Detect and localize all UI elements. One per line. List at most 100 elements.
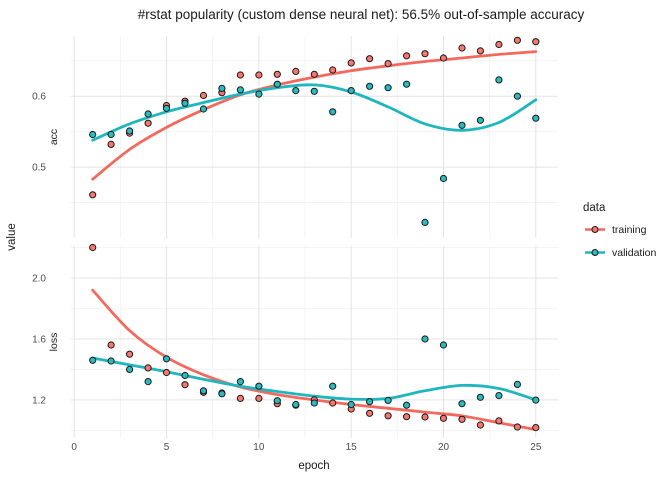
legend-label-training: training: [612, 224, 647, 236]
data-point: [513, 380, 522, 388]
data-point: [255, 71, 263, 79]
data-point: [199, 105, 208, 113]
data-point: [476, 421, 484, 429]
data-point: [162, 368, 171, 377]
data-point: [89, 243, 97, 252]
data-point: [347, 59, 355, 67]
data-point: [421, 335, 429, 343]
x-tick-label: 25: [530, 442, 542, 453]
data-point: [144, 110, 152, 118]
data-point: [439, 174, 448, 183]
data-point: [495, 76, 503, 84]
data-point: [513, 36, 522, 44]
data-point: [403, 413, 411, 421]
data-point: [403, 80, 411, 88]
data-point: [366, 55, 374, 63]
data-point: [532, 38, 540, 46]
data-point: [347, 87, 355, 95]
legend-entry-validation: validation: [585, 247, 657, 259]
x-tick-label: 10: [253, 442, 265, 453]
data-point: [126, 350, 134, 358]
legend-entry-training: training: [585, 224, 647, 236]
facet-strip-acc: acc: [48, 129, 60, 145]
data-point: [218, 390, 226, 398]
data-point: [107, 130, 115, 139]
data-point: [107, 357, 115, 365]
data-point: [144, 119, 152, 127]
data-point: [162, 104, 171, 112]
chart-title: #rstat popularity (custom dense neural n…: [138, 7, 585, 22]
x-tick-label: 20: [438, 442, 450, 453]
x-tick-label: 15: [346, 442, 358, 453]
y-tick-label: 0.5: [32, 163, 46, 174]
data-point: [236, 86, 244, 94]
y-tick-label: 0.6: [32, 92, 46, 103]
data-point: [458, 400, 466, 408]
gridlines-major: [70, 36, 558, 238]
training-smooth-line: [91, 288, 538, 431]
data-point: [439, 341, 448, 349]
validation-point-swatch: [591, 249, 599, 256]
data-point: [292, 67, 300, 76]
x-axis-title: epoch: [298, 460, 329, 472]
data-point: [476, 47, 484, 55]
data-point: [310, 87, 318, 95]
data-point: [384, 396, 392, 404]
data-point: [532, 396, 540, 404]
data-point: [236, 394, 244, 402]
data-point: [421, 50, 429, 58]
data-point: [310, 399, 318, 407]
validation-points: [89, 335, 540, 409]
data-point: [181, 99, 189, 107]
legend-title: data: [583, 202, 606, 214]
data-point: [384, 60, 392, 68]
plot-panels: [70, 36, 558, 438]
data-point: [89, 356, 97, 364]
data-point: [476, 393, 484, 401]
loss-panel: [70, 243, 558, 438]
data-point: [421, 218, 429, 226]
data-point: [199, 91, 208, 100]
data-point: [255, 382, 263, 390]
data-point: [384, 412, 392, 420]
data-point: [107, 140, 115, 148]
data-point: [476, 116, 484, 124]
data-point: [181, 381, 189, 389]
data-point: [199, 387, 208, 395]
training-point-swatch: [591, 226, 599, 233]
training-points: [89, 36, 540, 199]
data-point: [495, 392, 503, 400]
data-point: [495, 40, 503, 49]
data-point: [366, 409, 374, 417]
y-tick-label: 2.0: [32, 274, 46, 285]
data-point: [532, 424, 540, 432]
facet-strip-loss: loss: [48, 333, 60, 352]
data-point: [513, 92, 522, 100]
gridlines-minor: [70, 36, 558, 238]
data-point: [366, 82, 374, 90]
data-point: [403, 401, 411, 409]
axis-tick-labels: 0.5 0.6 1.2 1.6 2.0 0 5 10 15 20 25: [32, 92, 542, 453]
data-point: [310, 70, 318, 78]
data-point: [439, 54, 448, 62]
data-point: [236, 71, 244, 79]
validation-smooth-line: [91, 356, 538, 402]
data-point: [126, 365, 134, 373]
x-tick-label: 0: [71, 442, 77, 453]
data-point: [329, 382, 337, 390]
x-tick-label: 5: [164, 442, 170, 453]
data-point: [162, 355, 171, 363]
data-point: [329, 399, 337, 407]
data-point: [458, 121, 466, 129]
data-point: [181, 371, 189, 380]
y-axis-title: value: [6, 223, 18, 251]
data-point: [89, 130, 97, 139]
y-tick-label: 1.2: [32, 395, 46, 406]
data-point: [384, 84, 392, 92]
data-point: [144, 364, 152, 372]
legend-label-validation: validation: [612, 247, 657, 259]
y-tick-label: 1.6: [32, 334, 46, 345]
data-point: [403, 52, 411, 60]
data-point: [439, 414, 448, 422]
data-point: [144, 378, 152, 386]
